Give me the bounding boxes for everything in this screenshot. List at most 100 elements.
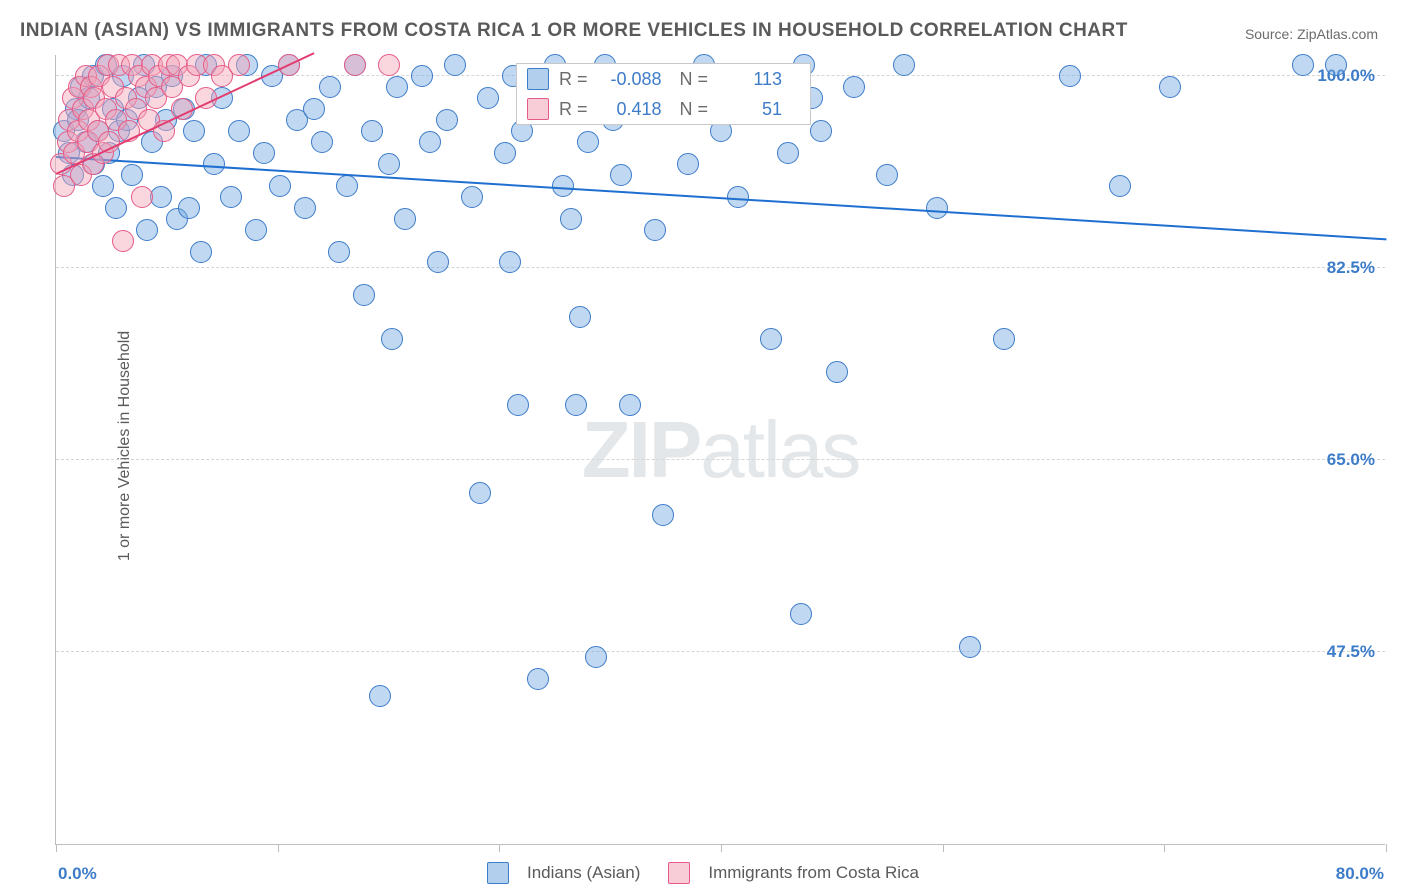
x-tick-mark	[499, 844, 500, 852]
gridline-horizontal	[56, 651, 1385, 652]
data-point	[760, 328, 782, 350]
series-swatch	[527, 68, 549, 90]
data-point	[507, 394, 529, 416]
r-value: 0.418	[594, 99, 662, 120]
data-point	[652, 504, 674, 526]
data-point	[644, 219, 666, 241]
data-point	[527, 668, 549, 690]
data-point	[585, 646, 607, 668]
data-point	[926, 197, 948, 219]
data-point	[677, 153, 699, 175]
data-point	[303, 98, 325, 120]
x-tick-mark	[1164, 844, 1165, 852]
data-point	[319, 76, 341, 98]
data-point	[386, 76, 408, 98]
data-point	[461, 186, 483, 208]
data-point	[178, 197, 200, 219]
data-point	[790, 603, 812, 625]
series-swatch	[527, 98, 549, 120]
x-tick-mark	[56, 844, 57, 852]
data-point	[469, 482, 491, 504]
data-point	[1059, 65, 1081, 87]
r-label: R =	[559, 69, 588, 90]
data-point	[220, 186, 242, 208]
y-tick-label: 47.5%	[1327, 642, 1375, 662]
data-point	[577, 131, 599, 153]
legend-item: Immigrants from Costa Rica	[668, 862, 919, 884]
data-point	[136, 219, 158, 241]
data-point	[826, 361, 848, 383]
data-point	[444, 54, 466, 76]
data-point	[569, 306, 591, 328]
data-point	[311, 131, 333, 153]
stats-row: R =0.418N =51	[517, 94, 810, 124]
data-point	[294, 197, 316, 219]
data-point	[1325, 54, 1347, 76]
gridline-horizontal	[56, 459, 1385, 460]
source-name: ZipAtlas.com	[1297, 26, 1378, 42]
data-point	[112, 230, 134, 252]
data-point	[121, 164, 143, 186]
scatter-plot-area: ZIPatlas 47.5%65.0%82.5%100.0%R =-0.088N…	[55, 55, 1385, 845]
source-attribution: Source: ZipAtlas.com	[1245, 26, 1378, 42]
data-point	[499, 251, 521, 273]
data-point	[560, 208, 582, 230]
data-point	[893, 54, 915, 76]
n-value: 113	[714, 69, 782, 90]
data-point	[411, 65, 433, 87]
data-point	[1159, 76, 1181, 98]
data-point	[777, 142, 799, 164]
legend: Indians (Asian) Immigrants from Costa Ric…	[0, 862, 1406, 884]
data-point	[344, 54, 366, 76]
data-point	[353, 284, 375, 306]
n-label: N =	[680, 69, 709, 90]
legend-swatch	[668, 862, 690, 884]
r-value: -0.088	[594, 69, 662, 90]
legend-label: Immigrants from Costa Rica	[708, 863, 919, 883]
x-tick-mark	[721, 844, 722, 852]
data-point	[427, 251, 449, 273]
data-point	[228, 54, 250, 76]
data-point	[361, 120, 383, 142]
watermark: ZIPatlas	[582, 404, 859, 496]
n-label: N =	[680, 99, 709, 120]
y-tick-label: 65.0%	[1327, 450, 1375, 470]
x-tick-mark	[278, 844, 279, 852]
data-point	[336, 175, 358, 197]
data-point	[565, 394, 587, 416]
chart-title: INDIAN (ASIAN) VS IMMIGRANTS FROM COSTA …	[20, 20, 1128, 42]
data-point	[727, 186, 749, 208]
watermark-bold: ZIP	[582, 405, 700, 494]
legend-swatch	[487, 862, 509, 884]
r-label: R =	[559, 99, 588, 120]
legend-label: Indians (Asian)	[527, 863, 640, 883]
data-point	[552, 175, 574, 197]
watermark-light: atlas	[700, 405, 859, 494]
data-point	[378, 54, 400, 76]
data-point	[1292, 54, 1314, 76]
data-point	[253, 142, 275, 164]
data-point	[876, 164, 898, 186]
stats-row: R = -0.088 N =113	[517, 64, 810, 94]
data-point	[810, 120, 832, 142]
data-point	[1109, 175, 1131, 197]
y-tick-label: 82.5%	[1327, 258, 1375, 278]
data-point	[105, 197, 127, 219]
data-point	[92, 175, 114, 197]
data-point	[190, 241, 212, 263]
data-point	[369, 685, 391, 707]
data-point	[245, 219, 267, 241]
data-point	[419, 131, 441, 153]
data-point	[183, 120, 205, 142]
legend-item: Indians (Asian)	[487, 862, 640, 884]
data-point	[228, 120, 250, 142]
source-label: Source:	[1245, 26, 1293, 42]
x-tick-mark	[943, 844, 944, 852]
data-point	[843, 76, 865, 98]
data-point	[959, 636, 981, 658]
data-point	[381, 328, 403, 350]
data-point	[328, 241, 350, 263]
data-point	[477, 87, 499, 109]
x-tick-mark	[1386, 844, 1387, 852]
data-point	[610, 164, 632, 186]
